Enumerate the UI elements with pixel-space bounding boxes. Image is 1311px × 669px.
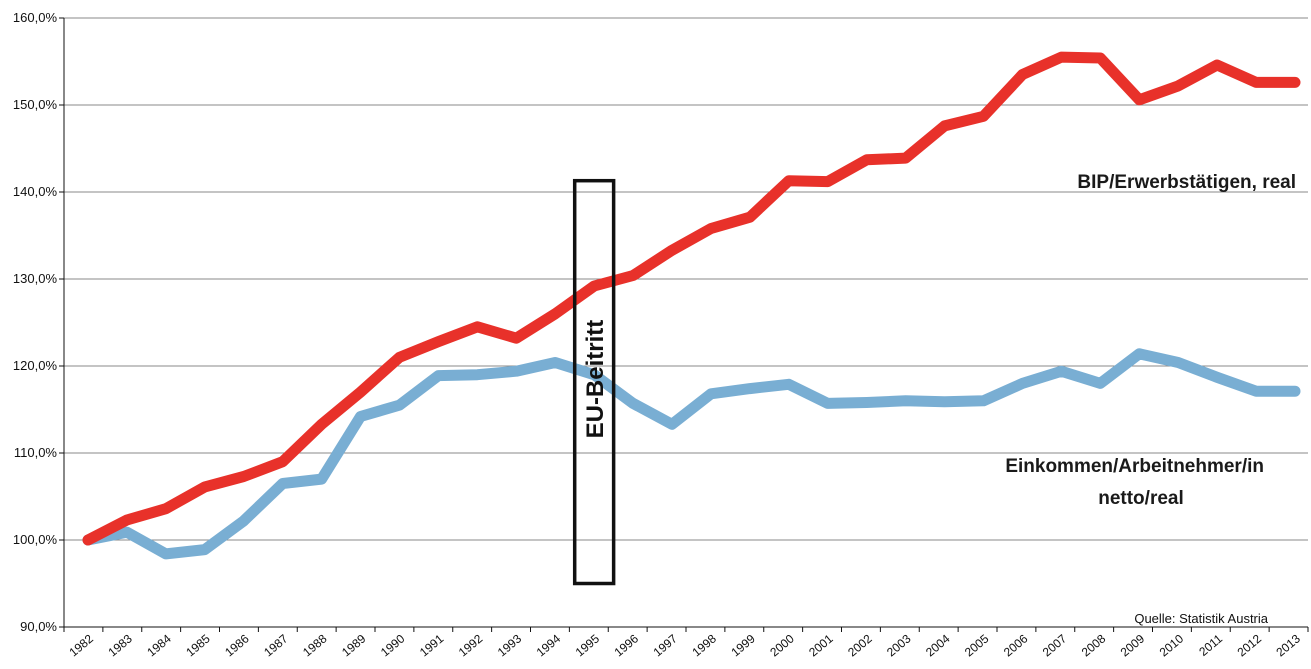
x-tick-label: 1998	[689, 631, 719, 659]
x-tick-label: 1995	[573, 631, 603, 659]
x-tick-label: 1986	[222, 631, 252, 659]
x-tick-label: 1988	[300, 631, 330, 659]
x-tick-label: 1999	[728, 631, 758, 659]
x-tick-label: 1985	[183, 631, 213, 659]
source-note: Quelle: Statistik Austria	[1134, 611, 1268, 626]
x-tick-label: 2013	[1273, 631, 1303, 659]
series-label-einkommen-line1: Einkommen/Arbeitnehmer/in	[1005, 456, 1264, 477]
y-tick-label: 120,0%	[13, 358, 58, 373]
series-label-bip: BIP/Erwerbstätigen, real	[1077, 172, 1296, 193]
x-tick-label: 1996	[612, 631, 642, 659]
x-tick-label: 1982	[66, 631, 96, 659]
x-tick-label: 2003	[884, 631, 914, 659]
x-tick-label: 2000	[767, 631, 797, 659]
x-tick-label: 1983	[105, 631, 135, 659]
x-tick-label: 2012	[1235, 631, 1265, 659]
x-tick-label: 2010	[1157, 631, 1187, 659]
x-tick-label: 2007	[1040, 631, 1070, 659]
y-tick-label: 130,0%	[13, 271, 58, 286]
x-tick-label: 1993	[495, 631, 525, 659]
x-tick-label: 1989	[339, 631, 369, 659]
eu-beitritt-label: EU-Beitritt	[582, 320, 609, 439]
y-tick-label: 110,0%	[14, 445, 58, 460]
x-tick-label: 1997	[651, 631, 681, 659]
x-tick-label: 1987	[261, 631, 291, 659]
y-axis: 90,0% 100,0% 110,0% 120,0% 130,0% 140,0% 150,0…	[13, 10, 65, 634]
y-tick-label: 150,0%	[13, 97, 58, 112]
gridlines	[64, 17, 1308, 628]
series-line-bip	[82, 51, 1301, 546]
x-tick-label: 1991	[417, 631, 447, 659]
y-tick-label: 90,0%	[20, 619, 57, 634]
x-tick-label: 2008	[1079, 631, 1109, 659]
x-tick-label: 2005	[962, 631, 992, 659]
x-tick-label: 2002	[845, 631, 875, 659]
x-tick-label: 2001	[806, 631, 836, 659]
x-tick-label: 1992	[456, 631, 486, 659]
x-tick-label: 2004	[923, 631, 953, 659]
x-tick-label: 2009	[1118, 631, 1148, 659]
x-tick-label: 2006	[1001, 631, 1031, 659]
y-tick-label: 100,0%	[13, 532, 58, 547]
x-tick-label: 2011	[1196, 631, 1225, 659]
eu-beitritt-box	[572, 178, 616, 586]
y-tick-label: 140,0%	[13, 184, 58, 199]
series-line-einkommen	[82, 348, 1301, 560]
series-lines	[82, 51, 1301, 560]
y-tick-label: 160,0%	[13, 10, 58, 25]
x-tick-label: 1994	[534, 631, 564, 659]
series-label-einkommen-line2: netto/real	[1098, 488, 1184, 509]
x-tick-label: 1990	[378, 631, 408, 659]
x-tick-label: 1984	[144, 631, 174, 659]
x-axis: 1982 1983 1984 1985 1986 1987 1988 1989 1990 1991…	[63, 626, 1309, 659]
